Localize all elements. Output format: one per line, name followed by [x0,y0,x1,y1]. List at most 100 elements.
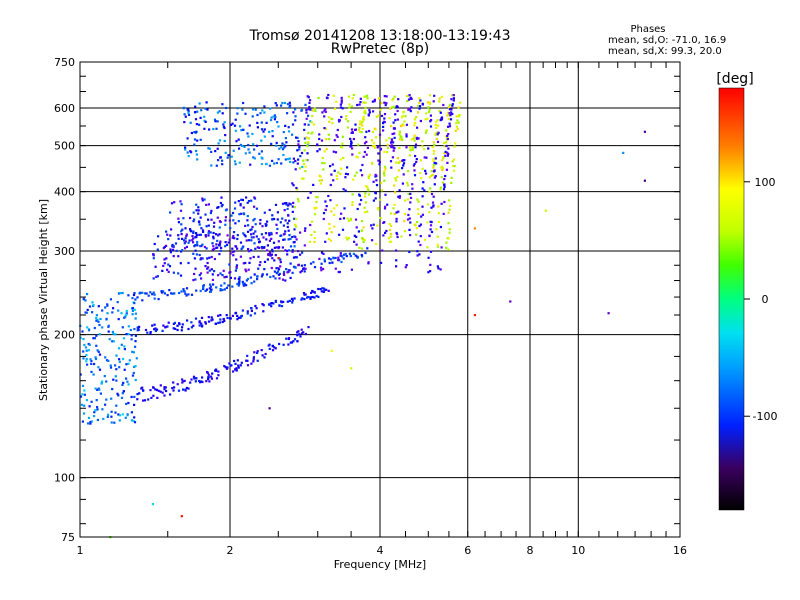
echo-dot [341,228,345,231]
echo-dot [207,316,210,319]
echo-dot [79,395,83,398]
echo-dot [134,312,137,315]
echo-dot [298,167,302,170]
echo-dot [171,292,174,295]
echo-dot [320,262,323,265]
echo-dot [310,121,313,124]
echo-dot [296,334,299,337]
echo-dot [199,216,202,219]
echo-dot [452,97,455,100]
echo-dot [111,311,114,314]
echo-dot [295,136,298,139]
echo-dot [134,317,137,320]
echo-dot [252,232,255,235]
echo-dot [131,313,134,316]
echo-dot [84,346,88,349]
echo-dot [391,105,394,109]
chart-title: Tromsø 20141208 13:18:00-13:19:43 [249,28,511,44]
echo-dot [291,123,295,126]
echo-dot [374,173,377,176]
echo-dot [398,196,401,199]
echo-dot [199,272,203,275]
echo-dot [443,178,446,181]
echo-dot [205,101,208,104]
echo-dot [202,286,205,289]
echo-dot [333,207,336,210]
echo-dot [133,302,136,305]
echo-dot [105,359,109,362]
echo-dot [292,161,295,164]
echo-dot [293,228,296,231]
echo-dot [358,246,361,249]
echo-dot [422,181,425,184]
echo-dot [425,156,428,159]
echo-dot [254,304,257,308]
echo-dot [154,327,157,330]
echo-dot [289,160,292,163]
echo-dot [395,105,398,108]
echo-dot [285,202,288,205]
echo-dot [440,116,444,119]
echo-dot [286,253,289,256]
echo-dot [351,97,354,100]
echo-dot [133,292,136,295]
echo-dot [417,240,420,243]
echo-dot [344,252,347,256]
echo-dot [281,202,285,205]
echo-dot [350,128,354,131]
echo-dot [370,139,373,142]
echo-dot [352,178,355,181]
echo-dot [362,101,365,104]
y-tick-label: 750 [54,56,75,69]
echo-dot [180,250,183,253]
echo-dot [330,231,333,234]
echo-dot [117,318,120,321]
echo-dot [458,113,461,117]
echo-dot [213,257,216,261]
echo-dot [446,154,449,157]
echo-dot [195,123,198,126]
echo-dot [291,250,294,253]
echo-dot [402,110,405,113]
echo-dot [417,111,420,114]
echo-dot [391,99,394,102]
echo-dot [430,221,433,224]
echo-dot [293,235,296,238]
echo-dot [292,157,295,160]
echo-dot [309,99,312,102]
echo-dot [389,107,392,110]
echo-dot [335,100,338,103]
echo-dot [426,221,429,224]
echo-dot [392,141,395,144]
echo-dot [203,127,206,130]
echo-dot [452,164,455,168]
echo-dot [288,219,291,222]
echo-dot [415,137,418,140]
echo-dot [361,174,364,177]
echo-dot [434,133,437,136]
echo-dot [143,399,147,402]
echo-dot [268,251,272,254]
echo-dot [239,202,242,206]
echo-dot [136,393,139,396]
echo-dot [307,123,310,126]
echo-dot [285,141,288,144]
echo-dot [339,106,343,109]
echo-dot [157,235,160,238]
echo-dot [207,147,210,150]
echo-dot [225,314,228,317]
echo-dot [393,212,396,215]
echo-dot [79,336,82,339]
echo-dot [389,160,393,163]
echo-dot [269,275,272,279]
echo-dot [200,322,203,325]
echo-dot [130,419,133,422]
echo-dot [112,332,115,335]
echo-dot [236,247,239,250]
echo-dot [382,234,385,237]
echo-dot [444,150,447,153]
echo-dot [85,354,88,357]
echo-dot [265,121,268,124]
echo-dot [99,392,102,395]
echo-dot [252,356,255,359]
